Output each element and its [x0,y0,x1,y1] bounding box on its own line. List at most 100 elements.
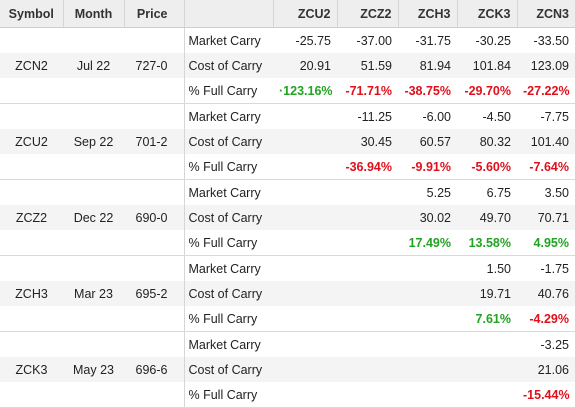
month-cell [63,28,124,54]
value-cell: -4.29% [517,306,575,332]
table-row: Market Carry 1.50 -1.75 [0,255,575,282]
symbol-cell: ZCN2 [0,53,63,78]
month-cell: Jul 22 [63,53,124,78]
symbol-cell: ZCK3 [0,357,63,382]
value-cell: -9.91% [398,154,457,180]
value-cell [337,332,398,358]
value-cell: 19.71 [457,281,517,306]
value-cell: -5.60% [457,154,517,180]
value-cell: 49.70 [457,205,517,230]
symbol-cell [0,382,63,408]
table-row: % Full Carry -15.44% [0,382,575,408]
row-label: Market Carry [188,33,261,48]
value-cell: 80.32 [457,129,517,154]
value-cell [273,180,337,206]
table-row: Market Carry -3.25 [0,331,575,358]
row-label: Market Carry [188,337,261,352]
value-cell [273,205,337,230]
price-cell: 690-0 [124,205,185,230]
value-cell: 30.02 [398,205,457,230]
table-row: ZCU2 Sep 22 701-2 Cost of Carry 30.45 60.57 80… [0,129,575,154]
value-cell [398,281,457,306]
value-cell: -7.75 [540,109,570,124]
price-cell [124,179,185,205]
column-header-month[interactable]: Month [63,0,125,28]
value-cell: 6.75 [486,185,511,200]
value-cell [273,357,337,382]
value-cell: -15.44% [517,382,575,408]
price-cell: 727-0 [124,53,185,78]
value-cell [337,382,398,408]
month-cell [63,306,124,332]
column-header-zcz2[interactable]: ZCZ2 [337,0,399,28]
symbol-cell [0,28,63,54]
symbol-cell [0,230,63,256]
price-cell [124,382,185,408]
month-cell: May 23 [63,357,124,382]
value-cell: -11.25 [357,109,392,124]
value-cell: -25.75 [295,33,331,48]
column-header-zcu2[interactable]: ZCU2 [273,0,338,28]
value-cell: -30.25 [475,33,511,48]
value-cell [337,357,398,382]
value-cell: 21.06 [517,357,575,382]
row-label: % Full Carry [184,306,273,332]
value-cell [398,382,457,408]
value-cell: 7.61% [457,306,517,332]
row-label: Market Carry [188,261,261,276]
value-cell [273,382,337,408]
price-cell [124,103,185,129]
row-label: Cost of Carry [184,281,273,306]
month-cell: Sep 22 [63,129,124,154]
month-cell [63,332,124,358]
table-row: % Full Carry 17.49% 13.58% 4.95% [0,230,575,256]
symbol-cell [0,180,63,206]
value-cell [457,357,517,382]
price-cell [124,230,185,256]
row-label: Cost of Carry [184,357,273,382]
value-cell: 40.76 [517,281,575,306]
column-header-zck3[interactable]: ZCK3 [457,0,518,28]
column-header-symbol[interactable]: Symbol [0,0,64,28]
column-header-zch3[interactable]: ZCH3 [398,0,458,28]
value-cell: 4.95% [517,230,575,256]
value-cell: 70.71 [517,205,575,230]
value-cell [398,332,457,358]
value-cell [457,382,517,408]
value-cell [337,205,398,230]
table-body: Market Carry -25.75 -37.00 -31.75 -30.25 -33.… [0,27,575,408]
month-cell: Dec 22 [63,205,124,230]
value-cell: 30.45 [337,129,398,154]
table-row: ZCH3 Mar 23 695-2 Cost of Carry 19.71 40.76 [0,281,575,306]
header-row: Symbol Month Price ZCU2 ZCZ2 ZCH3 ZCK3 Z… [0,0,575,28]
column-header-zcn3[interactable]: ZCN3 [517,0,575,28]
row-label: Cost of Carry [184,129,273,154]
value-cell: -29.70% [457,78,517,104]
value-cell [457,332,517,358]
row-label: % Full Carry [184,382,273,408]
value-cell: -31.75 [415,33,451,48]
value-cell: 20.91 [273,53,337,78]
price-cell [124,306,185,332]
month-cell [63,78,124,104]
price-cell: 695-2 [124,281,185,306]
table-row: Market Carry -11.25 -6.00 -4.50 -7.75 [0,103,575,129]
value-cell: -3.25 [540,337,570,352]
table-row: % Full Carry 7.61% -4.29% [0,306,575,332]
price-cell [124,255,185,281]
month-cell [63,230,124,256]
price-cell [124,331,185,357]
column-header-label [184,0,274,28]
value-cell [273,230,337,256]
value-cell [337,256,398,282]
value-cell: -37.00 [356,33,392,48]
row-label: Cost of Carry [184,53,273,78]
column-header-price[interactable]: Price [124,0,185,28]
table-row: ZCN2 Jul 22 727-0 Cost of Carry 20.91 51.59 81… [0,53,575,78]
value-cell: -1.75 [540,261,570,276]
value-cell: 3.50 [544,185,569,200]
symbol-cell: ZCH3 [0,281,63,306]
symbol-cell [0,306,63,332]
symbol-cell: ZCU2 [0,129,63,154]
